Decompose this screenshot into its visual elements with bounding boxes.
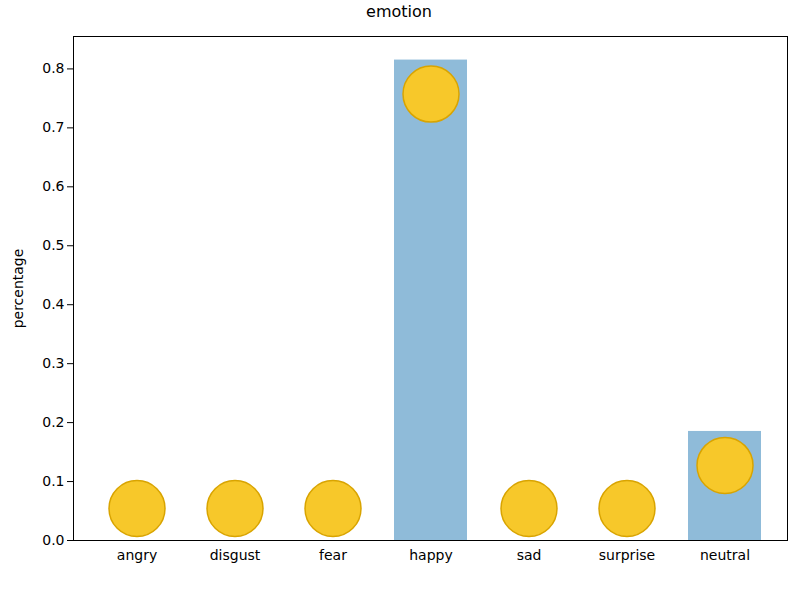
svg-text:0.0: 0.0 bbox=[42, 532, 64, 548]
svg-text:fear: fear bbox=[319, 547, 347, 563]
svg-text:0.1: 0.1 bbox=[42, 473, 64, 489]
html-text:emotion: emotion bbox=[366, 2, 432, 21]
svg-text:0.7: 0.7 bbox=[42, 119, 64, 135]
svg-text:disgust: disgust bbox=[210, 547, 261, 563]
svg-text:happy: happy bbox=[409, 547, 453, 563]
svg-text:sad: sad bbox=[517, 547, 542, 563]
svg-text:angry: angry bbox=[117, 547, 157, 563]
svg-text:neutral: neutral bbox=[700, 547, 750, 563]
svg-text:0.8: 0.8 bbox=[42, 60, 64, 76]
svg-text:0.6: 0.6 bbox=[42, 178, 64, 194]
svg-text:0.3: 0.3 bbox=[42, 355, 64, 371]
svg-text:percentage: percentage bbox=[10, 249, 26, 329]
svg-text:0.4: 0.4 bbox=[42, 296, 64, 312]
svg-text:0.5: 0.5 bbox=[42, 237, 64, 253]
svg-text:surprise: surprise bbox=[599, 547, 655, 563]
svg-text:0.2: 0.2 bbox=[42, 414, 64, 430]
